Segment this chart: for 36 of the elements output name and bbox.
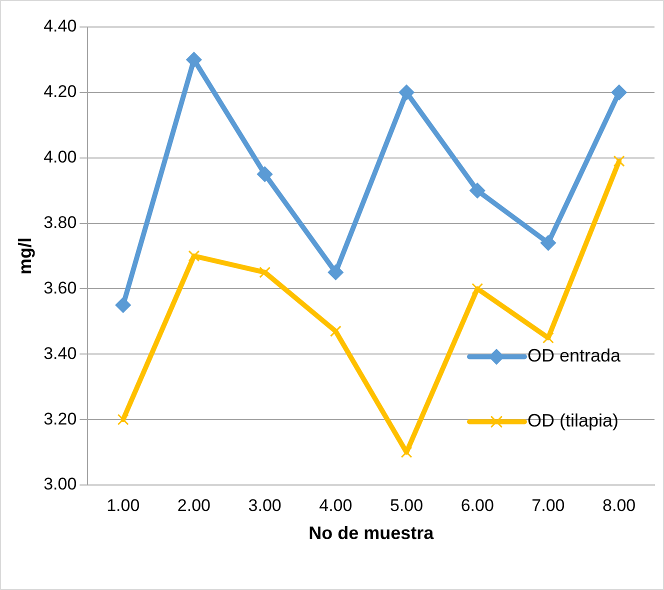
point	[115, 297, 131, 313]
y-tick-label: 3.40	[44, 344, 77, 363]
x-tick-label: 1.00	[106, 496, 140, 515]
point	[117, 414, 129, 426]
point	[328, 264, 344, 280]
legend-label: OD entrada	[528, 346, 622, 366]
y-tick-label: 3.80	[44, 212, 77, 232]
x-tick-label: 3.00	[248, 496, 282, 515]
point	[188, 250, 200, 262]
point	[611, 84, 627, 100]
y-tick-label: 4.00	[44, 148, 77, 167]
y-tick-label: 4.40	[44, 16, 77, 36]
y-tick-label: 3.00	[44, 474, 77, 494]
point	[259, 266, 271, 278]
x-tick-label: 6.00	[460, 496, 494, 515]
point	[470, 182, 486, 198]
x-tick-label: 8.00	[602, 496, 636, 515]
x-tick-label: 2.00	[177, 496, 211, 515]
point	[257, 166, 273, 182]
point	[542, 332, 554, 344]
point	[540, 235, 556, 251]
x-axis-title: No de muestra	[308, 523, 435, 544]
legend-label: OD (tilapia)	[528, 410, 619, 431]
y-axis-title: mg/l	[14, 237, 35, 275]
y-tick-label: 3.20	[44, 409, 77, 428]
y-tick-label: 3.60	[44, 278, 77, 298]
point	[613, 155, 625, 167]
point	[400, 446, 412, 458]
point	[330, 326, 342, 337]
point	[398, 84, 414, 100]
x-tick-label: 7.00	[532, 496, 565, 515]
point	[472, 283, 484, 294]
x-tick-label: 4.00	[319, 496, 352, 515]
x-tick-label: 5.00	[390, 496, 424, 515]
y-tick-label: 4.20	[44, 82, 77, 102]
point	[186, 52, 202, 68]
